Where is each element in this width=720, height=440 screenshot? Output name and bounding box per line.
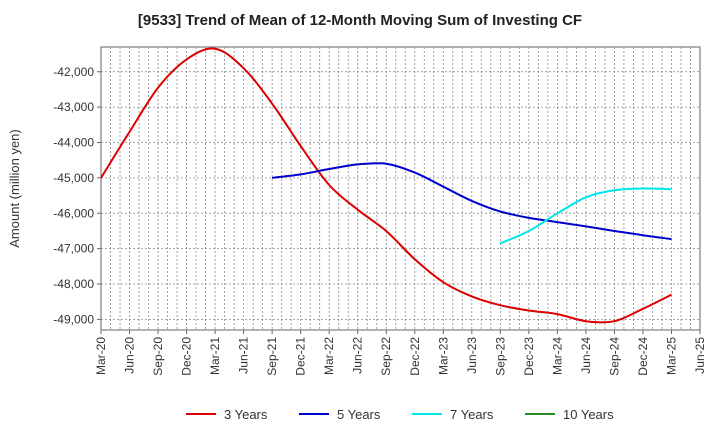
chart-title: [9533] Trend of Mean of 12-Month Moving … bbox=[137, 12, 583, 29]
x-tick-label: Dec-22 bbox=[408, 337, 422, 376]
x-tick-label: Jun-21 bbox=[237, 337, 251, 374]
legend-label-5-years: 5 Years bbox=[337, 407, 381, 422]
x-tick-label: Sep-21 bbox=[265, 337, 279, 376]
legend-label-10-years: 10 Years bbox=[563, 407, 614, 422]
x-tick-label: Dec-24 bbox=[636, 337, 650, 376]
x-tick-label: Mar-23 bbox=[436, 337, 450, 375]
x-tick-label: Jun-22 bbox=[351, 337, 365, 374]
x-tick-label: Sep-20 bbox=[151, 337, 165, 376]
x-tick-label: Mar-25 bbox=[664, 337, 678, 375]
y-tick-label: -46,000 bbox=[53, 206, 94, 220]
grid-lines bbox=[101, 47, 700, 330]
x-tick-label: Mar-22 bbox=[322, 337, 336, 375]
y-axis-ticks: -42,000 -43,000 -44,000 -45,000 -46,000 -47,0… bbox=[53, 65, 101, 326]
plot-area bbox=[100, 46, 701, 331]
x-tick-label: Jun-25 bbox=[693, 337, 707, 374]
x-tick-label: Dec-20 bbox=[180, 337, 194, 376]
x-tick-label: Jun-24 bbox=[579, 337, 593, 374]
x-tick-label: Dec-21 bbox=[294, 337, 308, 376]
x-tick-label: Jun-23 bbox=[465, 337, 479, 374]
x-axis-ticks: Mar-20 Jun-20 Sep-20 Dec-20 Mar-21 Jun-21 Sep-… bbox=[94, 330, 707, 376]
series-lines bbox=[100, 47, 672, 324]
y-tick-label: -49,000 bbox=[53, 312, 94, 326]
x-tick-label: Dec-23 bbox=[522, 337, 536, 376]
series-line-7-years bbox=[499, 187, 672, 245]
x-tick-label: Mar-21 bbox=[208, 337, 222, 375]
y-tick-label: -45,000 bbox=[53, 171, 94, 185]
y-tick-label: -48,000 bbox=[53, 277, 94, 291]
legend: 3 Years 5 Years 7 Years 10 Years bbox=[186, 407, 614, 422]
y-tick-label: -47,000 bbox=[53, 242, 94, 256]
y-tick-label: -42,000 bbox=[53, 65, 94, 79]
series-line-5-years bbox=[271, 162, 672, 241]
y-tick-label: -44,000 bbox=[53, 136, 94, 150]
legend-label-3-years: 3 Years bbox=[224, 407, 268, 422]
series-line-3-years bbox=[100, 47, 672, 324]
x-tick-label: Jun-20 bbox=[123, 337, 137, 374]
x-tick-label: Sep-23 bbox=[493, 337, 507, 376]
x-tick-label: Sep-24 bbox=[607, 337, 621, 376]
legend-label-7-years: 7 Years bbox=[450, 407, 494, 422]
y-axis-label: Amount (million yen) bbox=[7, 129, 22, 248]
x-tick-label: Mar-24 bbox=[550, 337, 564, 375]
x-tick-label: Sep-22 bbox=[379, 337, 393, 376]
y-tick-label: -43,000 bbox=[53, 100, 94, 114]
x-tick-label: Mar-20 bbox=[94, 337, 108, 375]
